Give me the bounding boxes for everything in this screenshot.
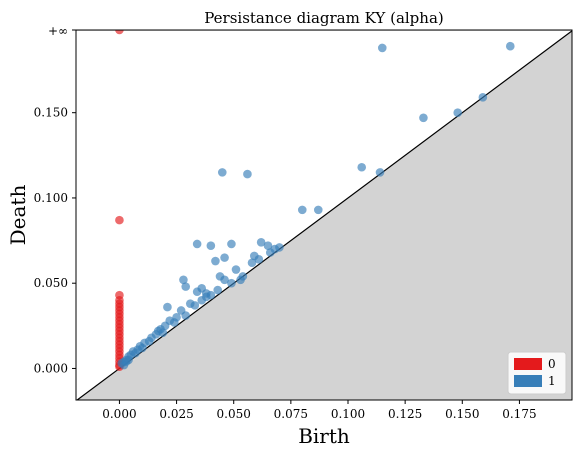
- point-dim-1: [181, 282, 191, 291]
- point-dim-1: [201, 292, 211, 302]
- x-tick-label: 0.075: [274, 407, 308, 421]
- plot-frame: [75, 29, 573, 401]
- x-tick-label: 0.100: [331, 407, 365, 421]
- point-dim-1: [192, 239, 202, 249]
- point-dim-1: [263, 241, 273, 250]
- x-tick-label: 0.025: [159, 407, 193, 421]
- point-dim-1: [419, 113, 428, 123]
- point-dim-0: [115, 30, 124, 35]
- point-dim-1: [192, 287, 202, 297]
- point-dim-1: [505, 41, 515, 51]
- x-axis-label: Birth: [298, 424, 350, 448]
- y-tick-label: 0.000: [34, 361, 68, 375]
- x-tick-label: 0.175: [502, 407, 536, 421]
- point-dim-1: [238, 272, 248, 281]
- point-dim-1: [375, 168, 385, 177]
- point-dim-1: [206, 241, 216, 250]
- point-dim-1: [217, 168, 227, 177]
- point-dim-0: [115, 215, 124, 225]
- point-dim-1: [227, 239, 236, 249]
- point-dim-1: [357, 162, 367, 172]
- point-dim-1: [227, 278, 236, 288]
- chart-title: Persistance diagram KY (alpha): [204, 9, 444, 27]
- point-dim-1: [163, 302, 172, 312]
- legend-label-0: 0: [548, 357, 556, 371]
- y-tick-label: 0.150: [34, 106, 68, 120]
- legend-swatch-1: [514, 375, 542, 387]
- point-dim-1: [478, 93, 488, 102]
- x-tick-label: 0.150: [445, 407, 479, 421]
- legend-swatch-0: [514, 358, 542, 370]
- point-dim-1: [190, 301, 200, 310]
- point-dim-1: [265, 248, 275, 257]
- point-dim-1: [213, 285, 223, 295]
- diagonal-line: [76, 30, 572, 400]
- point-dim-1: [179, 275, 188, 285]
- point-dim-1: [220, 253, 229, 262]
- point-dim-1: [231, 265, 241, 274]
- point-dim-1: [377, 43, 387, 53]
- legend: 01: [507, 351, 567, 395]
- point-dim-1: [256, 237, 266, 247]
- y-axis-label: Death: [6, 185, 30, 246]
- point-dim-1: [453, 108, 463, 117]
- point-dim-1: [153, 326, 163, 336]
- point-dim-1: [297, 205, 307, 215]
- point-dim-1: [247, 258, 257, 268]
- y-tick-label: 0.100: [34, 191, 68, 205]
- point-dim-1: [254, 255, 264, 264]
- point-dim-1: [121, 357, 131, 366]
- infinity-tick-label: +∞: [48, 24, 68, 38]
- point-dim-1: [131, 348, 140, 358]
- point-dim-1: [169, 318, 179, 327]
- x-tick-label: 0.050: [217, 407, 251, 421]
- y-tick-label: 0.050: [34, 276, 68, 290]
- point-dim-1: [211, 256, 220, 266]
- point-dim-1: [220, 275, 229, 285]
- point-dim-1: [181, 311, 191, 320]
- x-tick-label: 0.000: [102, 407, 136, 421]
- legend-label-1: 1: [548, 374, 556, 388]
- point-dim-1: [313, 205, 323, 215]
- point-dim-1: [243, 169, 252, 179]
- point-dim-1: [275, 243, 284, 252]
- x-tick-label: 0.125: [388, 407, 422, 421]
